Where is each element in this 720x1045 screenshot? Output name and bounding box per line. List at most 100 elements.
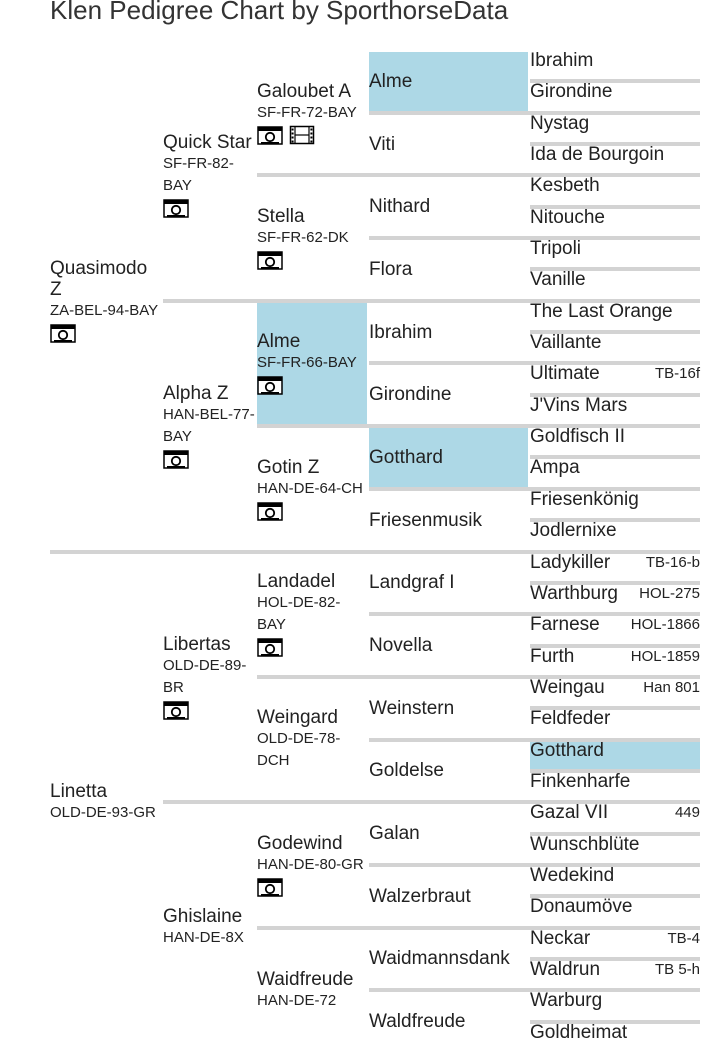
pedigree-entry[interactable]: Weingau Han 801 [530,677,700,700]
horse-name[interactable]: Warburg [530,990,603,1012]
horse-name[interactable]: Landadel [257,571,336,593]
horse-name[interactable]: Friesenmusik [369,509,482,531]
pedigree-entry[interactable]: Libertas OLD-DE-89-BR [163,634,255,720]
pedigree-entry[interactable]: Waidmannsdank [369,948,528,969]
horse-name[interactable]: Ibrahim [369,321,433,343]
horse-name[interactable]: Wunschblüte [530,833,640,855]
horse-name[interactable]: Wedekind [530,864,615,886]
horse-name[interactable]: Jodlernixe [530,520,617,542]
horse-name[interactable]: Ladykiller [530,551,611,573]
pedigree-entry[interactable]: Ghislaine HAN-DE-8X [163,906,255,949]
pedigree-entry[interactable]: Quasimodo Z ZA-BEL-94-BAY [50,258,160,343]
pedigree-entry[interactable]: Kesbeth [530,175,700,198]
pedigree-entry[interactable]: Waidfreude HAN-DE-72 [257,969,367,1012]
horse-name[interactable]: Novella [369,635,433,657]
horse-name[interactable]: Farnese [530,614,600,636]
horse-name[interactable]: Kesbeth [530,175,600,197]
pedigree-entry[interactable]: Friesenkönig [530,489,700,512]
pedigree-entry[interactable]: Wunschblüte [530,834,700,857]
pedigree-entry[interactable]: Finkenharfe [530,771,700,794]
horse-name[interactable]: Ampa [530,457,580,479]
pedigree-entry[interactable]: Alme SF-FR-66-BAY [257,331,367,396]
pedigree-entry[interactable]: Girondine [369,384,528,405]
pedigree-entry[interactable]: Flora [369,259,528,280]
horse-name[interactable]: Waidfreude [257,968,354,990]
pedigree-entry[interactable]: Weinstern [369,698,528,719]
camera-icon[interactable] [163,700,189,720]
pedigree-entry[interactable]: Waldfreude [369,1011,528,1032]
horse-name[interactable]: Weinstern [369,697,455,719]
horse-name[interactable]: Ibrahim [530,50,594,71]
pedigree-entry[interactable]: Friesenmusik [369,510,528,531]
horse-name[interactable]: Friesenkönig [530,488,639,510]
pedigree-entry[interactable]: Alpha Z HAN-BEL-77-BAY [163,383,255,469]
horse-name[interactable]: Vanille [530,269,586,291]
horse-name[interactable]: Gotthard [530,739,604,761]
horse-name[interactable]: Vaillante [530,332,602,354]
pedigree-entry[interactable]: Warthburg HOL-275 [530,583,700,606]
horse-name[interactable]: Weingard [257,707,338,729]
horse-name[interactable]: Alme [369,70,413,92]
horse-name[interactable]: Waldfreude [369,1011,466,1033]
film-icon[interactable] [289,125,315,145]
pedigree-entry[interactable]: Nystag [530,113,700,136]
pedigree-entry[interactable]: Quick Star SF-FR-82-BAY [163,132,255,219]
horse-name[interactable]: Goldheimat [530,1021,628,1043]
pedigree-entry[interactable]: Ladykiller TB-16-b [530,552,700,575]
horse-name[interactable]: Goldfisch II [530,426,626,448]
pedigree-entry[interactable]: Goldelse [369,760,528,781]
horse-name[interactable]: Finkenharfe [530,770,631,792]
horse-name[interactable]: Donaumöve [530,896,633,918]
horse-name[interactable]: Warthburg [530,582,618,604]
pedigree-entry[interactable]: Nitouche [530,207,700,230]
pedigree-entry[interactable]: The Last Orange [530,301,700,324]
horse-name[interactable]: Galan [369,823,420,845]
horse-name[interactable]: Ida de Bourgoin [530,144,665,166]
horse-name[interactable]: Gotthard [369,446,443,468]
pedigree-entry[interactable]: Wedekind [530,865,700,888]
pedigree-entry[interactable]: Goldfisch II [530,426,700,449]
horse-name[interactable]: Nystag [530,112,590,134]
pedigree-entry[interactable]: Ibrahim [369,322,528,343]
horse-name[interactable]: Nitouche [530,206,605,228]
horse-name[interactable]: Stella [257,206,305,228]
horse-name[interactable]: Galoubet A [257,80,352,102]
camera-icon[interactable] [163,449,189,469]
pedigree-entry[interactable]: Ida de Bourgoin [530,144,700,167]
pedigree-entry[interactable]: Furth HOL-1859 [530,646,700,669]
horse-name[interactable]: Ghislaine [163,906,243,928]
horse-name[interactable]: Linetta [50,780,108,802]
horse-name[interactable]: Waidmannsdank [369,948,510,970]
horse-name[interactable]: Alme [257,331,301,353]
horse-name[interactable]: Tripoli [530,238,582,260]
camera-icon[interactable] [257,375,283,396]
horse-name[interactable]: Ultimate [530,363,600,385]
pedigree-entry[interactable]: Vanille [530,269,700,292]
pedigree-entry[interactable]: Ultimate TB-16f [530,363,700,386]
camera-icon[interactable] [257,637,283,657]
horse-name[interactable]: Nithard [369,196,431,218]
pedigree-entry[interactable]: Ibrahim [530,50,700,73]
horse-name[interactable]: The Last Orange [530,300,673,322]
pedigree-entry[interactable]: Tripoli [530,238,700,261]
camera-icon[interactable] [257,501,283,521]
pedigree-entry[interactable]: Gotthard [530,740,700,763]
pedigree-entry[interactable]: Warburg [530,990,700,1013]
pedigree-entry[interactable]: Godewind HAN-DE-80-GR [257,833,367,897]
horse-name[interactable]: Furth [530,645,575,667]
pedigree-entry[interactable]: Ampa [530,457,700,480]
pedigree-entry[interactable]: Stella SF-FR-62-DK [257,206,367,270]
pedigree-entry[interactable]: Nithard [369,196,528,217]
horse-name[interactable]: Alpha Z [163,383,229,405]
horse-name[interactable]: Gotin Z [257,456,320,478]
camera-icon[interactable] [257,877,283,897]
pedigree-entry[interactable]: Jodlernixe [530,520,700,543]
pedigree-entry[interactable]: Gotthard [369,447,528,468]
pedigree-entry[interactable]: Linetta OLD-DE-93-GR [50,781,160,824]
horse-name[interactable]: Girondine [369,384,452,406]
pedigree-entry[interactable]: Galoubet A SF-FR-72-BAY [257,81,367,145]
horse-name[interactable]: J'Vins Mars [530,394,628,416]
horse-name[interactable]: Girondine [530,81,613,103]
pedigree-entry[interactable]: Vaillante [530,332,700,355]
pedigree-entry[interactable]: Landadel HOL-DE-82-BAY [257,571,367,657]
